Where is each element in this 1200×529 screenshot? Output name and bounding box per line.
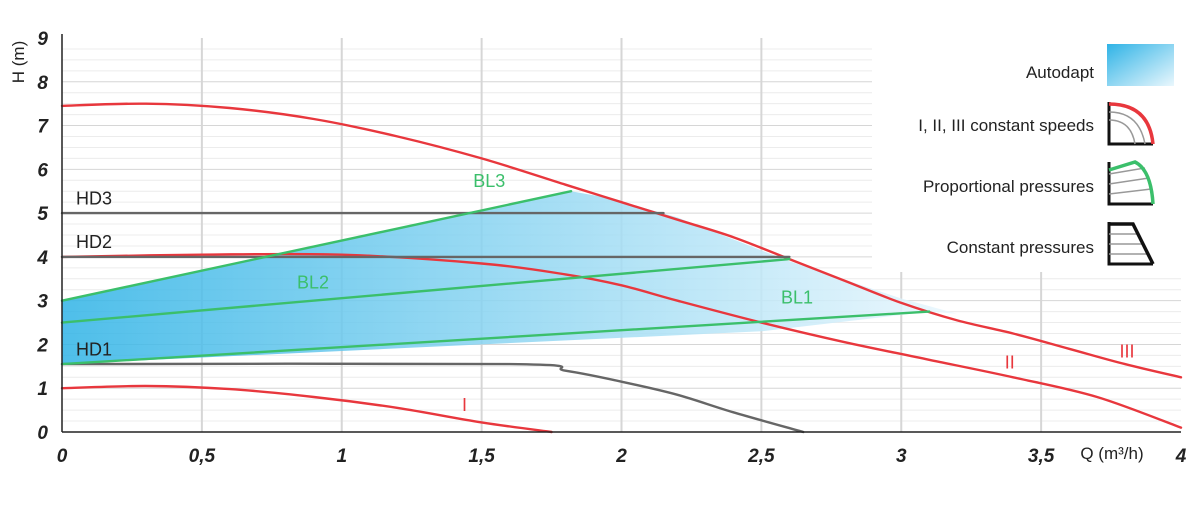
- y-tick-label: 6: [37, 160, 48, 181]
- icon-line: [1108, 188, 1152, 195]
- y-tick-label: 8: [37, 73, 48, 94]
- x-tick-label: 0: [57, 446, 68, 467]
- legend: Autodapt I, II, III constant speeds Propor…: [872, 38, 1181, 272]
- curve-ii: [60, 252, 1183, 429]
- curve-bl3: [60, 190, 573, 302]
- y-tick-label: 5: [37, 204, 48, 225]
- x-tick-label: 2,5: [747, 446, 775, 467]
- autodapt-swatch-icon: [1107, 44, 1174, 86]
- curve-label-i: I: [462, 395, 467, 415]
- icon-line: [1108, 177, 1150, 185]
- x-tick-label: 2: [615, 446, 627, 467]
- icon-arc: [1108, 111, 1146, 145]
- icon-axes: [1107, 162, 1153, 206]
- x-tick-label: 4: [1175, 446, 1187, 467]
- constant-speed-curve-icon: [1107, 102, 1155, 146]
- x-tick-label: 3: [896, 446, 907, 467]
- icon-axes: [1107, 222, 1153, 266]
- y-tick-label: 2: [36, 335, 48, 356]
- x-tick-label: 1,5: [468, 446, 495, 467]
- curve-label-hd1: HD1: [76, 339, 112, 359]
- x-tick-label: 1: [336, 446, 347, 467]
- autodapt-region: [62, 191, 958, 365]
- constant-pressure-curve-icon: [1107, 222, 1155, 266]
- legend-label: Proportional pressures: [923, 177, 1094, 196]
- curve-label-hd3: HD3: [76, 188, 112, 208]
- y-tick-label: 9: [37, 29, 48, 50]
- curve-i: [60, 384, 553, 434]
- proportional-pressure-curve-icon: [1107, 160, 1155, 206]
- legend-label: Autodapt: [1026, 63, 1094, 82]
- y-tick-label: 0: [37, 423, 48, 444]
- curve-bl1: [60, 310, 931, 366]
- y-tick-label: 1: [37, 379, 48, 400]
- icon-arc-main: [1108, 102, 1155, 145]
- curves: [60, 102, 1183, 434]
- x-tick-label: 0,5: [189, 446, 216, 467]
- icon-curve-main: [1109, 222, 1155, 265]
- curve-label-bl1: BL1: [781, 288, 813, 308]
- icon-arc: [1108, 119, 1136, 145]
- legend-label: I, II, III constant speeds: [918, 116, 1094, 135]
- y-tick-label: 3: [37, 292, 48, 313]
- curve-hd1: [60, 362, 805, 434]
- x-tick-label: 3,5: [1028, 446, 1055, 467]
- curve-iii: [60, 102, 1183, 379]
- curve-label-bl2: BL2: [297, 272, 329, 292]
- curve-label-hd2: HD2: [76, 232, 112, 252]
- curve-label-iii: III: [1119, 342, 1134, 362]
- y-axis-label: H (m): [9, 41, 28, 83]
- icon-line: [1108, 167, 1146, 175]
- legend-label: Constant pressures: [947, 238, 1094, 257]
- curve-bl2: [60, 257, 791, 324]
- icon-axes: [1107, 102, 1153, 146]
- curve-label-ii: II: [1005, 353, 1015, 373]
- curve-label-bl3: BL3: [473, 171, 505, 191]
- axes: 0 1 2 3 4 5 6 7 8 9 0 0,5 1 1,5 2 2,5 3 3,5 4 H (m) Q (m³/h): [9, 29, 1187, 467]
- y-tick-label: 4: [36, 248, 48, 269]
- x-axis-label: Q (m³/h): [1080, 444, 1143, 463]
- y-tick-label: 7: [37, 117, 49, 138]
- icon-curve-main: [1108, 160, 1155, 205]
